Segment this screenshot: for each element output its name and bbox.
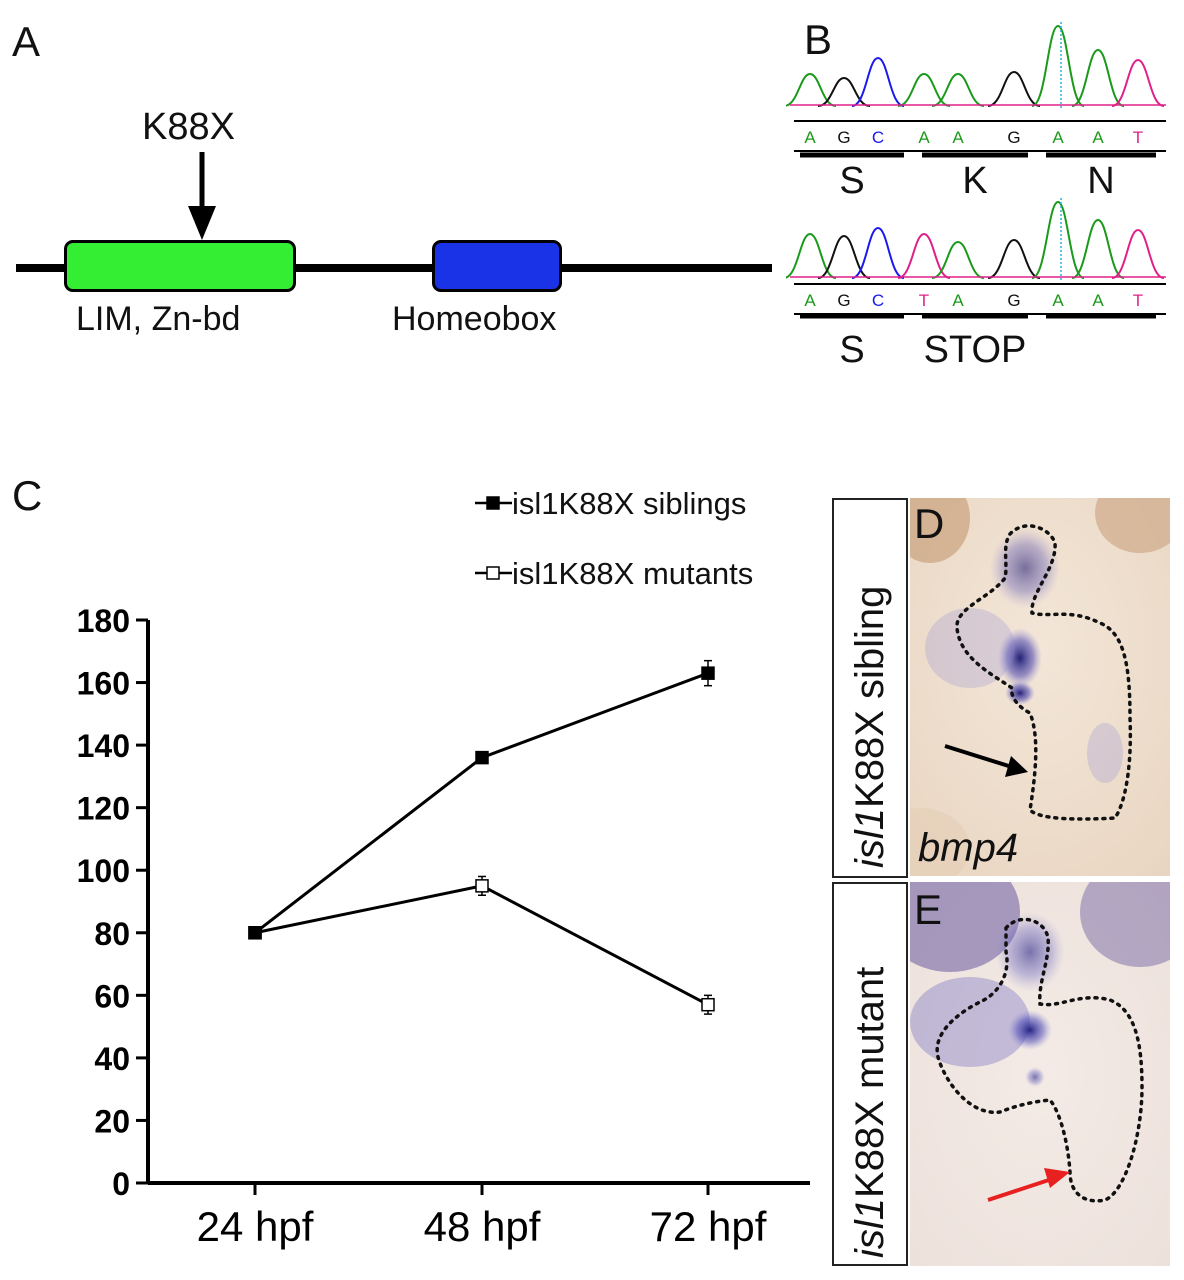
chromatogram-peak — [817, 234, 871, 279]
red-arrow-icon — [987, 1168, 1070, 1202]
legend-label: isl1K88X mutants — [512, 556, 753, 591]
y-tick-label: 20 — [94, 1103, 130, 1139]
lim-domain-label: LIM, Zn-bd — [76, 300, 241, 338]
legend-label: isl1K88X siblings — [512, 486, 746, 521]
panel-e-embryo-image — [910, 882, 1170, 1266]
panel-d-genotype-box: isl1K88X sibling — [832, 498, 908, 878]
codon-label: N — [1087, 160, 1114, 202]
y-tick-label: 160 — [77, 666, 130, 702]
mutation-label: K88X — [142, 106, 235, 148]
base-call: A — [918, 128, 930, 147]
chromatogram-peak — [1111, 58, 1165, 107]
base-call: A — [952, 128, 964, 147]
chromatogram-peak — [897, 72, 951, 107]
data-point — [248, 926, 262, 940]
gene-name-italic: isl1 — [848, 1197, 892, 1258]
base-call: G — [837, 128, 850, 147]
panel-e-genotype-box: isl1K88X mutant — [832, 882, 908, 1266]
base-call: A — [804, 291, 816, 310]
chromatogram-peak — [851, 226, 905, 279]
panel-e-genotype-label: isl1K88X mutant — [848, 967, 893, 1258]
panel-label-a: A — [12, 18, 41, 65]
panel-b-chromatograms: A G C A A G A A TS K NA G C T A G A A TS STOP — [786, 22, 1166, 371]
base-call: T — [919, 291, 929, 310]
chromatogram-peak — [987, 70, 1041, 107]
legend-marker — [486, 496, 500, 510]
protein-backbone — [16, 264, 772, 272]
legend-marker — [486, 566, 500, 580]
panel-d-genotype-label: isl1K88X sibling — [848, 586, 893, 868]
panel-label-c: C — [12, 472, 43, 519]
data-point — [475, 879, 489, 893]
chromatogram-peak — [1071, 218, 1125, 279]
y-tick-label: 80 — [94, 916, 130, 952]
base-call: C — [872, 128, 884, 147]
data-point — [701, 666, 715, 680]
y-tick-label: 40 — [94, 1041, 130, 1077]
series-line — [254, 884, 709, 1007]
panel-d-embryo-image — [910, 498, 1170, 876]
genotype-suffix: K88X mutant — [848, 966, 892, 1198]
mutation-arrow — [188, 152, 216, 240]
codon-label: K — [962, 160, 987, 202]
chromatogram-peak — [931, 240, 985, 279]
chromatogram-peak — [851, 56, 905, 107]
chromatogram-peak — [931, 72, 985, 107]
lim-domain-box — [64, 240, 296, 292]
chromatogram-peak — [897, 232, 951, 279]
data-point — [475, 750, 489, 765]
data-point — [701, 997, 715, 1012]
x-tick-label: 72 hpf — [650, 1203, 767, 1250]
black-arrow-icon — [944, 744, 1028, 777]
panel-c-line-chart: 0 20 40 60 80 100 120 140 160 180 24 hpf 48 hpf 72 h… — [77, 486, 810, 1250]
chromatogram-peak — [1031, 24, 1085, 107]
gene-label-bmp4: bmp4 — [918, 826, 1019, 870]
chromatogram-peak — [1071, 48, 1125, 107]
base-call: A — [1052, 128, 1064, 147]
x-tick-label: 48 hpf — [424, 1203, 541, 1250]
base-call: A — [804, 128, 816, 147]
y-tick-label: 120 — [77, 791, 130, 827]
x-tick-label: 24 hpf — [197, 1203, 314, 1250]
y-tick-label: 100 — [77, 853, 130, 889]
y-tick-label: 60 — [94, 978, 130, 1014]
chromatogram-peak — [1111, 228, 1165, 279]
codon-label: STOP — [924, 329, 1027, 371]
chromatogram-peak — [817, 76, 871, 107]
gene-name-italic: isl1 — [848, 807, 892, 868]
chromatogram-peak — [987, 238, 1041, 279]
base-call: A — [1092, 291, 1104, 310]
base-call: A — [1092, 128, 1104, 147]
genotype-suffix: K88X sibling — [848, 585, 892, 808]
homeobox-domain-box — [432, 240, 562, 292]
chromatogram-peak — [786, 72, 837, 107]
base-call: G — [837, 291, 850, 310]
y-tick-label: 0 — [112, 1166, 130, 1202]
panel-label-d: D — [914, 500, 945, 547]
chromatogram-peak — [1031, 200, 1085, 279]
base-call: G — [1007, 128, 1020, 147]
panel-label-e: E — [914, 886, 943, 933]
base-call: T — [1133, 128, 1143, 147]
base-call: G — [1007, 291, 1020, 310]
codon-label: S — [839, 329, 864, 371]
base-call: A — [1052, 291, 1064, 310]
base-call: A — [952, 291, 964, 310]
codon-label: S — [839, 160, 864, 202]
panel-label-b: B — [804, 16, 833, 63]
base-call: T — [1133, 291, 1143, 310]
y-tick-label: 180 — [77, 603, 130, 639]
homeobox-domain-label: Homeobox — [392, 300, 557, 338]
chromatogram-peak — [786, 232, 837, 279]
y-tick-label: 140 — [77, 728, 130, 764]
base-call: C — [872, 291, 884, 310]
